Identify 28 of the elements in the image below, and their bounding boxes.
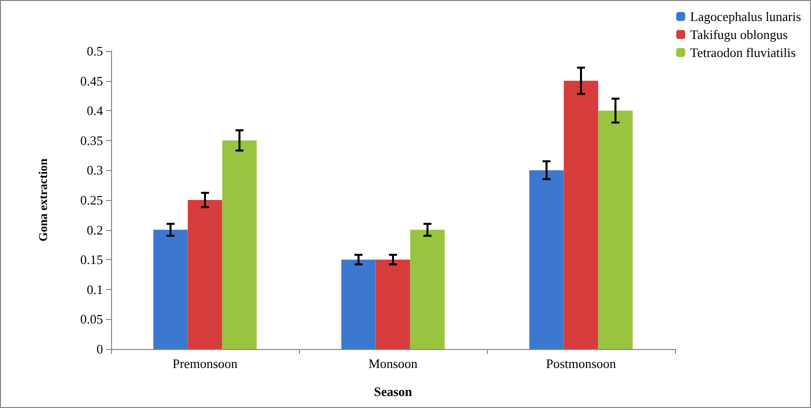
y-tick-label: 0.05: [80, 312, 103, 327]
y-tick-label: 0.2: [86, 222, 103, 238]
y-tick-label: 0.35: [80, 132, 103, 148]
y-tick-label: 0.5: [86, 44, 103, 58]
x-tick-label: Premonsoon: [172, 356, 238, 371]
legend-label: Lagocephalus lunaris: [690, 9, 802, 24]
y-axis-title: Gona extraction: [36, 158, 50, 242]
y-tick-label: 0: [96, 342, 103, 356]
bar: [341, 260, 376, 349]
y-tick-label: 0.3: [86, 162, 103, 178]
bar: [153, 230, 188, 349]
bar: [188, 200, 222, 349]
bar: [598, 110, 633, 349]
legend-label: Takifugu oblongus: [690, 27, 788, 42]
y-tick-label: 0.15: [80, 252, 103, 268]
bar: [529, 170, 564, 349]
bar: [222, 140, 257, 349]
bar: [376, 260, 410, 349]
bar: [410, 230, 445, 349]
bar: [564, 80, 598, 349]
x-axis-title: Season: [374, 384, 413, 399]
legend-label: Tetraodon fluviatilis: [690, 45, 796, 60]
x-tick-label: Monsoon: [368, 356, 418, 371]
y-tick-label: 0.4: [86, 103, 104, 118]
x-tick-label: Postmonsoon: [546, 356, 617, 371]
y-tick-label: 0.25: [80, 192, 103, 208]
y-tick-label: 0.45: [80, 73, 103, 88]
y-tick-label: 0.1: [86, 282, 103, 297]
